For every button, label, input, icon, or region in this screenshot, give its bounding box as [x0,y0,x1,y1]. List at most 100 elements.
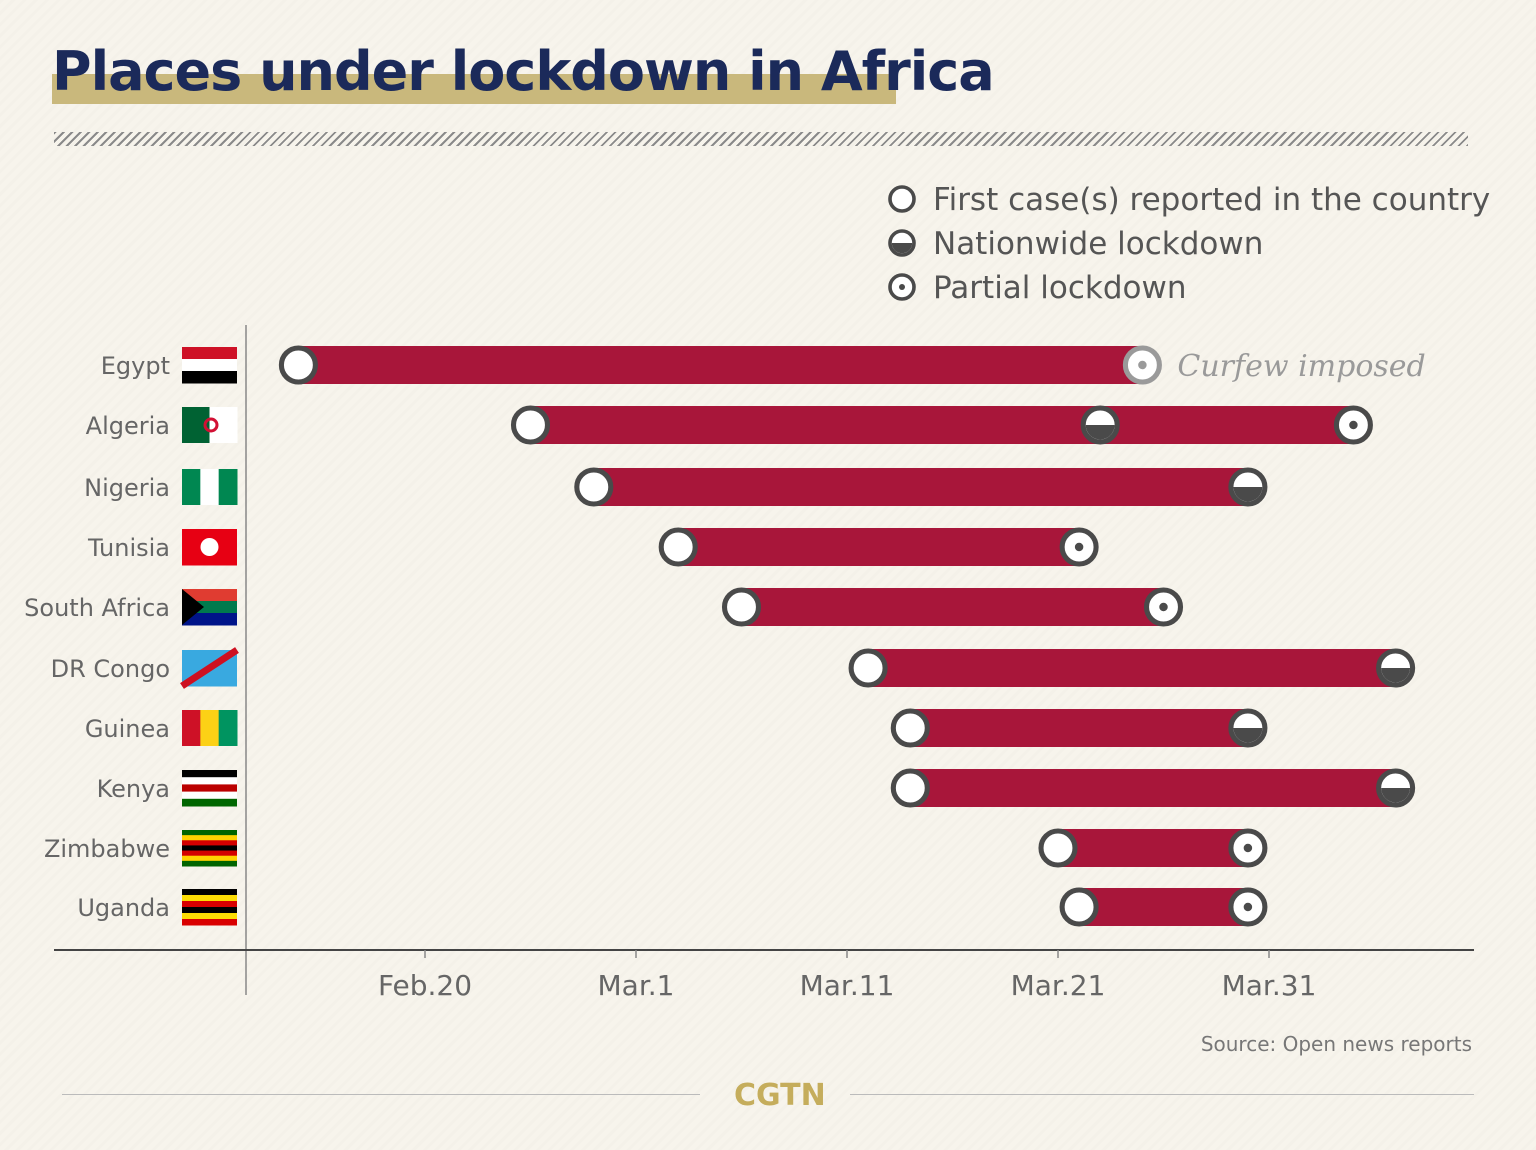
marker-half-fill [1233,728,1263,743]
flag-stripe [182,855,237,862]
flag-stripe [182,845,237,852]
marker-dot [899,284,905,290]
duration-bar [910,709,1248,747]
duration-bar [678,528,1080,566]
flag-stripe [182,840,237,846]
first-case-marker [890,768,930,808]
marker-half-fill [1381,668,1411,683]
chart-title: Places under lockdown in Africa [52,40,995,103]
marker-ring [278,345,318,385]
duration-bar [1079,888,1248,926]
duration-bar [298,346,1143,384]
marker-ring [721,587,762,627]
x-tick-label: Mar.31 [1222,969,1317,1002]
flag-stripe [182,770,237,778]
legend-partial-icon [888,273,916,301]
flag-stripe [182,835,237,841]
flag-stripe [200,710,220,746]
duration-bar [910,769,1396,807]
marker-dot [1159,602,1168,612]
flag-stripe [182,895,237,902]
first-case-marker [721,587,762,627]
legend-label: First case(s) reported in the country [933,182,1490,218]
nationwide-marker [1080,405,1120,445]
partial-marker [1143,587,1184,627]
marker-ring [1059,887,1099,927]
flag-triangle [182,589,204,625]
duration-bar [741,588,1164,626]
row-algeria: Algeria [86,405,1373,445]
flag-stripe [182,830,237,836]
marker-ring [890,708,930,748]
country-label: Uganda [77,894,170,922]
marker-ring [848,648,888,688]
country-label: Nigeria [84,474,170,502]
flag-zimbabwe-icon [182,830,237,867]
curfew-marker [1122,345,1162,385]
marker-half-fill [1085,425,1115,440]
flag-tunisia-icon [182,529,237,566]
marker-dot [1243,902,1253,912]
marker-ring [1038,828,1078,868]
flag-stripe [182,371,237,384]
marker-ring [510,405,551,445]
flag-stripe [182,359,237,372]
curfew-annotation: Curfew imposed [1177,349,1425,384]
flag-dr-congo-icon [180,647,239,689]
flag-stripe [182,613,237,626]
row-kenya: Kenya [97,768,1416,808]
nationwide-marker [1228,467,1268,507]
flag-egypt-icon [182,347,237,384]
row-nigeria: Nigeria [84,467,1268,507]
first-case-marker [574,467,614,507]
flag-stripe [182,347,237,360]
flag-stripe [182,889,237,896]
cgtn-logo: CGTN [734,1078,826,1113]
flag-stripe [182,589,237,602]
marker-ring [574,467,614,507]
flag-stripe [182,798,237,807]
flag-stripe [182,784,237,793]
marker-ring [888,185,916,213]
nationwide-marker [1376,768,1416,808]
flag-stripe [209,407,238,443]
flag-stripe [182,777,237,785]
flag-uganda-icon [182,889,237,926]
flag-crescent [203,417,219,433]
first-case-marker [658,527,698,567]
partial-marker [1059,527,1099,567]
duration-bar [593,468,1248,506]
duration-bar [530,406,1354,444]
footer-rule-left [62,1094,700,1095]
marker-dot [1243,843,1253,853]
flag-stripe [200,469,220,505]
country-label: Kenya [97,775,170,803]
partial-marker [1228,828,1268,868]
flag-stripe [182,860,237,867]
flag-diagonal [180,647,239,689]
legend-first-case-icon [888,185,916,213]
flag-stripe [182,901,237,908]
first-case-marker [890,708,930,748]
title-block: Places under lockdown in Africa [52,40,995,104]
country-label: South Africa [24,594,170,622]
x-tick-label: Mar.21 [1011,969,1106,1002]
flag-nigeria-icon [182,469,238,505]
first-case-marker [1059,887,1099,927]
flag-stripe [182,913,237,920]
flag-stripe [182,710,201,746]
title-highlight [52,74,896,104]
flag-stripe [182,850,237,857]
flag-emblem [200,538,219,556]
nationwide-marker [1376,648,1416,688]
duration-bar [1058,829,1248,867]
row-south-africa: South Africa [24,587,1184,627]
marker-half-fill [1233,487,1263,502]
row-uganda: Uganda [77,887,1268,927]
row-dr-congo: DR Congo [51,647,1416,689]
first-case-marker [278,345,318,385]
row-egypt: Egypt Curfew imposed [101,345,1426,385]
marker-dot [1349,420,1358,430]
marker-ring [890,768,930,808]
